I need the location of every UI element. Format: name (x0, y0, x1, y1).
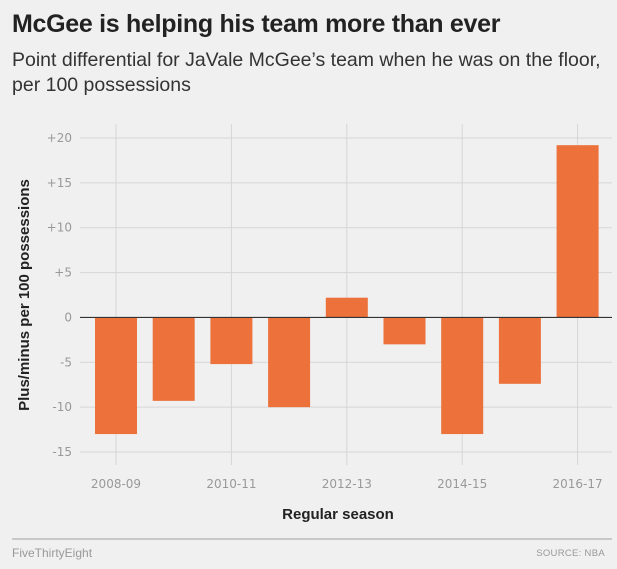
chart-subtitle: Point differential for JaVale McGee’s te… (12, 49, 601, 96)
horizontal-gridlines (80, 137, 612, 453)
bar-2014-15 (441, 317, 484, 435)
x-axis-title: Regular season (282, 506, 394, 523)
y-axis-title: Plus/minus per 100 possessions (16, 179, 33, 411)
y-tick-labels: +20 +15 +10 +5 0 -5 -10 -15 (47, 131, 72, 459)
bar-2012-13 (325, 297, 368, 318)
y-tick-label: +5 (54, 266, 72, 280)
bar-2013-14 (383, 317, 426, 345)
y-tick-label: 0 (64, 310, 72, 324)
x-tick-labels: 2008-09 2010-11 2012-13 2014-15 2016-17 (91, 477, 603, 491)
y-tick-label: +15 (47, 176, 72, 190)
y-tick-label: -10 (52, 400, 72, 414)
bar-chart: +20 +15 +10 +5 0 -5 -10 -15 2008-09 2010-11 2012-… (16, 124, 612, 523)
y-tick-label: +10 (47, 221, 72, 235)
footer-divider (12, 538, 612, 540)
x-tick-label: 2014-15 (437, 477, 487, 491)
bar-2008-09 (95, 317, 137, 435)
brand-logo-text: FiveThirtyEight (12, 546, 93, 560)
y-tick-label: -5 (60, 355, 72, 369)
bar-2009-10 (152, 317, 195, 401)
bar-2016-17 (556, 145, 599, 318)
bar-2015-16 (498, 317, 541, 384)
vertical-gridlines (115, 124, 579, 465)
x-tick-label: 2008-09 (91, 477, 141, 491)
bars (95, 145, 599, 435)
bar-2011-12 (268, 317, 311, 408)
x-tick-label: 2016-17 (553, 477, 603, 491)
x-tick-label: 2010-11 (206, 477, 256, 491)
y-tick-label: +20 (47, 131, 72, 145)
y-tick-label: -15 (52, 445, 72, 459)
bar-2010-11 (210, 317, 253, 365)
chart-title: McGee is helping his team more than ever (12, 10, 501, 38)
source-note: SOURCE: NBA (536, 548, 605, 559)
x-tick-label: 2012-13 (322, 477, 372, 491)
